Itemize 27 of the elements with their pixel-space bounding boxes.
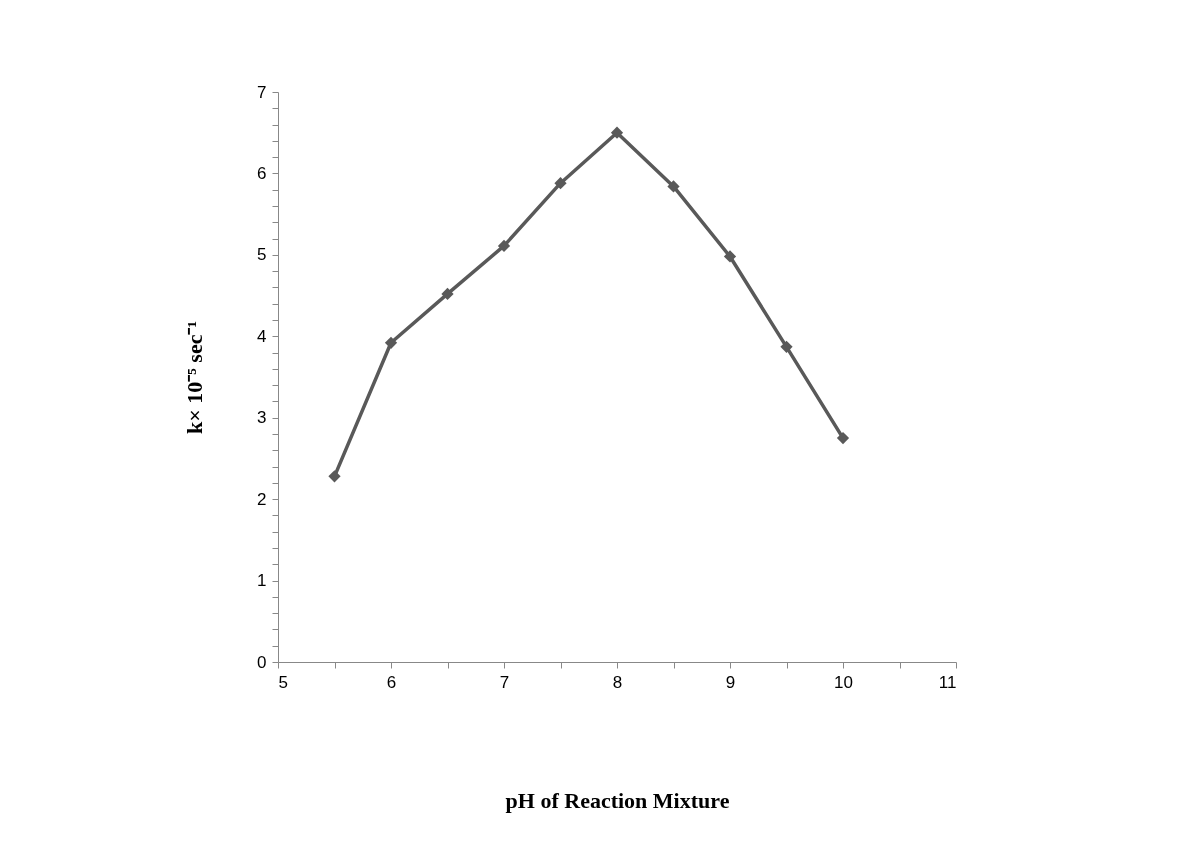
x-tick-label: 9	[725, 672, 736, 692]
point	[554, 177, 567, 190]
x-tick-label: 10	[834, 672, 853, 692]
point	[328, 470, 341, 483]
point	[497, 239, 511, 253]
y-tick-label: 1	[257, 571, 267, 591]
y-axis-title: k× 10⁻⁵ sec⁻¹	[182, 320, 208, 435]
point	[384, 336, 398, 349]
y-tick-label: 3	[257, 408, 267, 428]
x-axis-title: pH of Reaction Mixture	[505, 787, 730, 813]
point	[836, 431, 850, 445]
x-tick-label: 6	[386, 672, 397, 692]
point	[441, 287, 454, 301]
y-tick-label: 2	[257, 489, 267, 509]
x-tick-label: 7	[499, 672, 510, 692]
y-tick-label: 5	[257, 245, 267, 265]
y-tick-label: 7	[257, 82, 267, 102]
y-tick-label: 6	[257, 163, 267, 183]
point	[723, 250, 737, 263]
y-tick-label: 0	[257, 652, 267, 672]
y-tick-label: 4	[257, 326, 267, 346]
point	[610, 126, 624, 139]
x-tick-label: 8	[612, 672, 623, 692]
x-tick-label: 5	[278, 672, 288, 692]
point	[667, 180, 680, 193]
x-tick-label: 11	[938, 672, 957, 692]
point	[780, 340, 793, 353]
